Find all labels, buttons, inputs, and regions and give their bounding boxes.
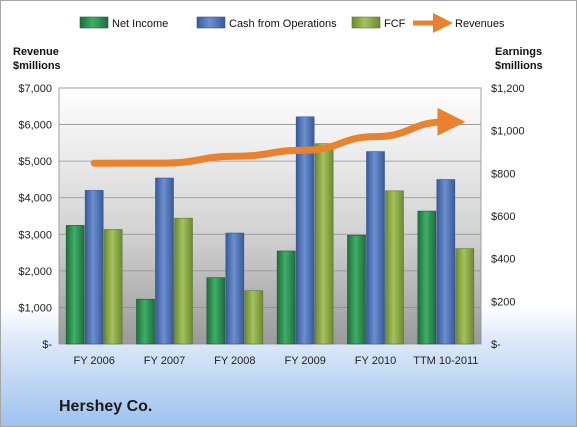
left-axis-title-line: $millions xyxy=(13,60,61,72)
left-tick-label: $2,000 xyxy=(18,266,52,278)
right-tick-label: $600 xyxy=(491,211,515,223)
left-tick-label: $6,000 xyxy=(18,120,52,132)
bar-cash-from-operations xyxy=(366,151,385,345)
bar-cash-from-operations xyxy=(155,177,174,345)
category-label: FY 2007 xyxy=(144,355,185,367)
bar-fcf xyxy=(103,229,123,345)
legend-swatch-cash-from-operations xyxy=(196,16,226,29)
bar-net-income xyxy=(276,250,296,345)
bar-cash-from-operations xyxy=(84,190,104,345)
right-tick-label: $800 xyxy=(491,168,515,180)
left-tick-label: $4,000 xyxy=(18,193,52,205)
right-axis-title-line: Earnings xyxy=(495,46,542,58)
bar-cash-from-operations xyxy=(436,179,456,345)
bar-fcf xyxy=(174,217,193,345)
bar-net-income xyxy=(206,277,226,345)
category-label: TTM 10-2011 xyxy=(413,355,478,367)
right-tick-label: $1,200 xyxy=(491,83,525,95)
bar-fcf xyxy=(385,190,404,345)
right-axis-title-line: $millions xyxy=(495,60,543,72)
legend-label: Cash from Operations xyxy=(229,18,337,30)
right-tick-label: $400 xyxy=(491,254,515,266)
bar-fcf xyxy=(314,143,334,345)
company-title: Hershey Co. xyxy=(59,398,153,415)
category-label: FY 2008 xyxy=(214,355,255,367)
bar-cash-from-operations xyxy=(225,232,245,345)
category-label: FY 2010 xyxy=(355,355,396,367)
category-label: FY 2009 xyxy=(284,355,325,367)
bar-cash-from-operations xyxy=(295,116,315,345)
right-tick-label: $200 xyxy=(491,296,515,308)
left-tick-label: $3,000 xyxy=(18,229,52,241)
bar-net-income xyxy=(347,234,366,345)
legend-swatch-fcf xyxy=(351,16,381,29)
left-tick-label: $- xyxy=(42,339,52,351)
left-axis-title: Revenue $millions xyxy=(13,46,61,72)
left-tick-label: $1,000 xyxy=(18,302,52,314)
legend-label: FCF xyxy=(384,18,406,30)
category-label: FY 2006 xyxy=(73,355,114,367)
bar-net-income xyxy=(65,225,85,345)
bar-fcf xyxy=(244,290,264,345)
right-axis-title: Earnings $millions xyxy=(495,46,543,72)
right-tick-label: $- xyxy=(491,339,501,351)
bar-fcf xyxy=(455,248,475,345)
bar-net-income xyxy=(136,298,155,345)
legend-swatch-net-income xyxy=(79,16,109,29)
legend-label: Net Income xyxy=(112,18,168,30)
revenue-arrow-line xyxy=(90,107,466,167)
left-tick-label: $7,000 xyxy=(18,83,52,95)
legend-label: Revenues xyxy=(455,18,505,30)
bar-net-income xyxy=(417,210,437,345)
left-axis-title-line: Revenue xyxy=(13,46,59,58)
right-tick-label: $1,000 xyxy=(491,126,525,138)
left-tick-label: $5,000 xyxy=(18,156,52,168)
